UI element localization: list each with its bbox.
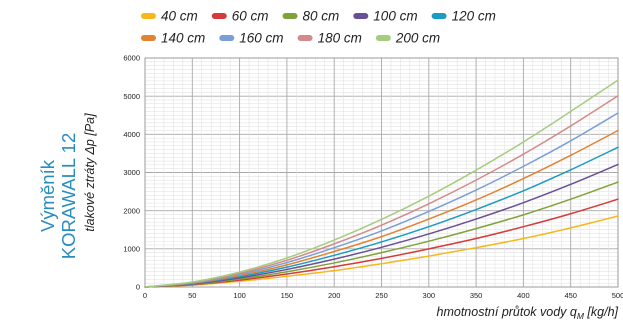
y-axis-title: tlakové ztráty Δp [Pa] <box>83 113 97 232</box>
x-axis-title-main: hmotnostní průtok vody q <box>437 305 577 319</box>
x-tick-label: 200 <box>328 291 341 300</box>
legend-label-2: 60 cm <box>232 9 269 24</box>
y-tick-label: 0 <box>136 283 140 292</box>
y-tick-label: 3000 <box>123 168 140 177</box>
x-axis-title: hmotnostní průtok vody qM [kg/h] <box>437 305 619 321</box>
y-tick-label: 2000 <box>123 206 140 215</box>
legend-label-3: 80 cm <box>303 9 340 24</box>
legend-label-8: 180 cm <box>318 31 362 46</box>
legend-label-5: 120 cm <box>452 9 496 24</box>
x-tick-label: 150 <box>281 291 294 300</box>
x-axis-title-subscript: M <box>577 311 585 321</box>
plot-area-border <box>144 57 619 288</box>
x-tick-label: 400 <box>517 291 530 300</box>
legend-swatch-4 <box>353 13 369 19</box>
x-tick-label: 300 <box>423 291 436 300</box>
x-tick-label: 350 <box>470 291 483 300</box>
series-line-5 <box>144 146 619 288</box>
legend-label-1: 40 cm <box>161 9 198 24</box>
y-tick-label: 1000 <box>123 244 140 253</box>
x-tick-label: 250 <box>375 291 388 300</box>
legend-swatch-3 <box>282 13 298 19</box>
x-tick-label: 50 <box>188 291 196 300</box>
series-line-8 <box>144 95 619 288</box>
legend-swatch-6 <box>141 35 156 41</box>
series-line-3 <box>144 181 619 288</box>
legend-swatch-8 <box>297 35 313 41</box>
series-line-4 <box>144 163 619 288</box>
legend-swatch-5 <box>431 13 447 19</box>
x-axis-title-unit: [kg/h] <box>584 305 619 319</box>
chart-tick-labels: 0 50 100 150 200 250 300 350 400 450 5000100020003… <box>123 54 623 300</box>
x-tick-label: 500 <box>612 291 623 300</box>
chart-axes <box>144 57 619 288</box>
legend-label-4: 100 cm <box>373 9 417 24</box>
legend-label-9: 200 cm <box>395 31 440 46</box>
series-line-9 <box>144 79 619 288</box>
series-line-1 <box>144 215 619 288</box>
legend-label-6: 140 cm <box>161 31 205 46</box>
y-tick-label: 6000 <box>123 54 140 63</box>
legend-swatch-7 <box>219 35 235 41</box>
x-tick-label: 450 <box>564 291 577 300</box>
chart-series-group <box>144 79 619 288</box>
legend-swatch-1 <box>141 13 156 19</box>
y-tick-label: 5000 <box>123 92 140 101</box>
legend-swatch-9 <box>375 35 391 41</box>
series-line-7 <box>144 112 619 288</box>
legend-label-7: 160 cm <box>239 31 283 46</box>
chart-legend: 40 cm 60 cm 80 cm 100 cm 120 cm 140 cm 160 cm 1… <box>141 9 496 46</box>
x-tick-label: 0 <box>143 291 147 300</box>
legend-swatch-2 <box>211 13 227 19</box>
series-line-6 <box>144 129 619 288</box>
y-tick-label: 4000 <box>123 130 140 139</box>
x-tick-label: 100 <box>233 291 246 300</box>
series-line-2 <box>144 198 619 288</box>
